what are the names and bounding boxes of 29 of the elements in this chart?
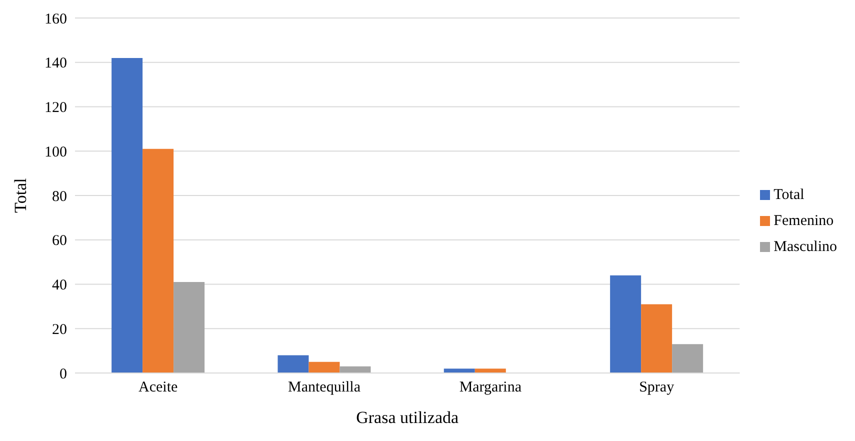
y-tick-label: 140 — [44, 56, 67, 72]
bar — [444, 368, 475, 373]
bar — [474, 368, 506, 373]
legend-label: Masculino — [774, 238, 837, 256]
legend-label: Total — [774, 186, 804, 204]
x-tick-label: Mantequilla — [288, 380, 361, 396]
y-axis-title: Total — [11, 178, 30, 213]
x-tick-label: Margarina — [459, 380, 522, 396]
bar — [278, 355, 309, 373]
y-tick-label: 80 — [52, 188, 67, 205]
y-tick-label: 100 — [44, 144, 67, 160]
x-axis-title: Grasa utilizada — [356, 408, 459, 427]
bar — [142, 148, 174, 373]
bar — [174, 282, 205, 373]
x-tick-label: Aceite — [138, 380, 178, 396]
x-tick-label: Spray — [639, 380, 675, 396]
bar — [340, 366, 371, 373]
bar — [610, 275, 642, 373]
y-tick-label: 40 — [52, 278, 67, 294]
y-tick-label: 20 — [52, 322, 67, 338]
y-tick-label: 60 — [52, 233, 67, 250]
bar — [672, 344, 704, 373]
bar — [308, 362, 340, 373]
legend-label: Femenino — [774, 212, 834, 230]
bar — [112, 58, 143, 373]
bar — [641, 304, 672, 373]
y-tick-label: 160 — [44, 11, 67, 28]
y-tick-label: 0 — [60, 366, 67, 382]
y-tick-label: 120 — [44, 100, 67, 116]
